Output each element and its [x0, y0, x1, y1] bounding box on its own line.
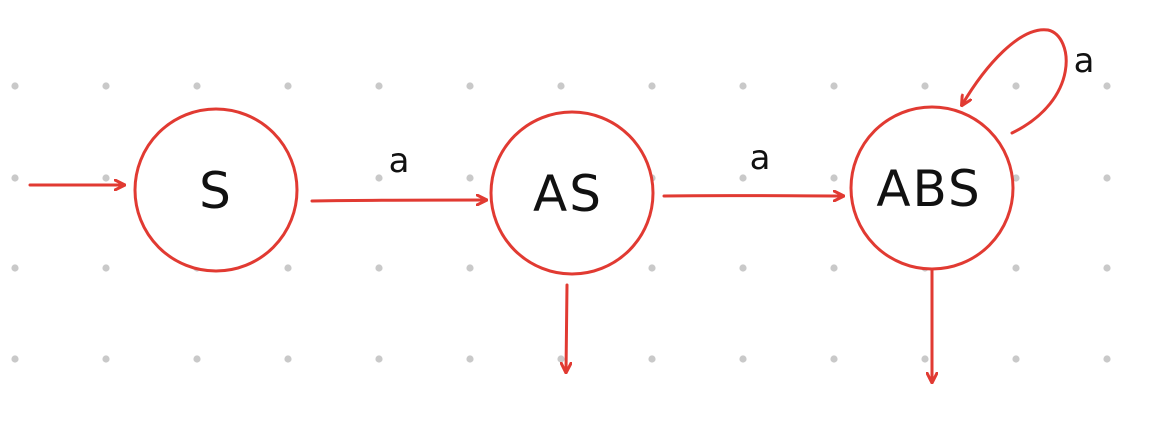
grid-dot [11, 355, 19, 363]
grid-dot [11, 264, 19, 272]
grid-dot [284, 264, 292, 272]
grid-dot [1103, 174, 1111, 182]
transition-label-s-to-as: a [389, 141, 410, 181]
grid-dot [466, 355, 474, 363]
grid-dot [1012, 82, 1020, 90]
grid-dot [739, 82, 747, 90]
grid-dot [284, 82, 292, 90]
self-loop-arrow-abs [962, 28, 1068, 135]
grid-dot [1012, 355, 1020, 363]
grid-dot [466, 82, 474, 90]
grid-dot [739, 264, 747, 272]
grid-dot [648, 264, 656, 272]
grid-dot [648, 355, 656, 363]
grid-dot [921, 355, 929, 363]
grid-dot [1103, 82, 1111, 90]
grid-dot [1012, 174, 1020, 182]
grid-dot [1012, 264, 1020, 272]
grid-dot [830, 82, 838, 90]
grid-dot [557, 82, 565, 90]
state-label-as: AS [533, 165, 603, 223]
grid-dot [102, 264, 110, 272]
grid-dot [102, 82, 110, 90]
grid-dot [11, 174, 19, 182]
grid-dot [193, 355, 201, 363]
grid-dot [466, 174, 474, 182]
state-circle-s [133, 107, 299, 273]
transition-arrow-s-to-as [310, 200, 486, 201]
exit-arrow-as [566, 283, 567, 372]
grid-dot [830, 355, 838, 363]
grid-dot [557, 355, 565, 363]
grid-dot [193, 82, 201, 90]
state-circle-abs [849, 105, 1015, 271]
state-label-s: S [199, 162, 233, 220]
grid-dot [102, 174, 110, 182]
grid-dot [375, 82, 383, 90]
grid-dot [648, 82, 656, 90]
state-abs: ABS [849, 105, 1015, 271]
grid-dot [1103, 264, 1111, 272]
grid-dot [830, 264, 838, 272]
grid-dot [375, 264, 383, 272]
state-as: AS [489, 110, 655, 276]
state-label-abs: ABS [876, 160, 981, 218]
grid-dot [921, 82, 929, 90]
transition-label-as-to-abs: a [750, 138, 771, 178]
grid-dot [375, 355, 383, 363]
state-circle-as [489, 110, 655, 276]
grid-dot [375, 174, 383, 182]
grid-dot [739, 355, 747, 363]
grid-dot [11, 82, 19, 90]
grid-dot [102, 355, 110, 363]
grid-dot [739, 174, 747, 182]
grid-dot [830, 174, 838, 182]
state-s: S [133, 107, 299, 273]
grid-dot [284, 355, 292, 363]
grid-dot [1103, 355, 1111, 363]
grid-dot [466, 264, 474, 272]
transition-label-abs-self-loop: a [1074, 41, 1095, 81]
